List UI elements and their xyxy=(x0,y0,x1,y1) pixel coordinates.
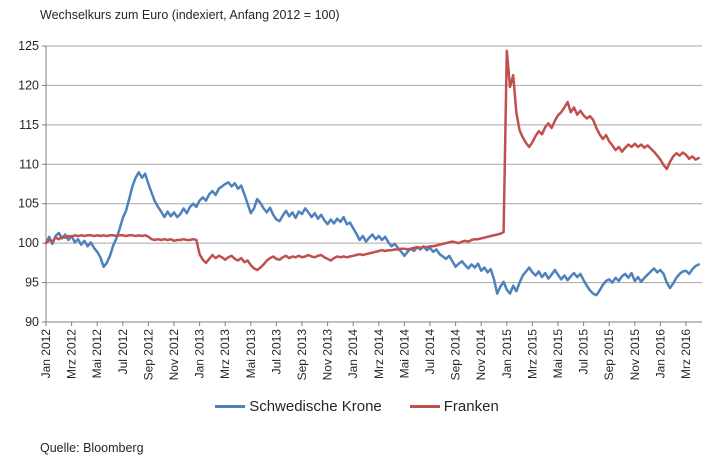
x-axis-label: Nov 2015 xyxy=(628,329,642,381)
x-axis-label: Nov 2012 xyxy=(167,329,181,381)
series-line-schwedische-krone xyxy=(44,170,701,297)
legend-label-franken: Franken xyxy=(443,398,499,415)
legend-line-schwedische-krone-icon xyxy=(215,405,246,408)
y-axis-label: 90 xyxy=(25,315,39,329)
x-axis-label: Mai 2012 xyxy=(90,329,104,379)
x-axis-label: Nov 2014 xyxy=(474,329,488,381)
x-axis-label: Mrz 2014 xyxy=(372,329,386,379)
source-note: Quelle: Bloomberg xyxy=(40,441,144,455)
x-axis-label: Mrz 2012 xyxy=(65,329,79,379)
x-axis-label: Jan 2015 xyxy=(500,329,514,379)
chart-title: Wechselkurs zum Euro (indexiert, Anfang … xyxy=(40,8,340,22)
legend-label-schwedische-krone: Schwedische Krone xyxy=(249,398,382,415)
x-axis-label: Jan 2016 xyxy=(653,329,667,379)
x-axis-label: Nov 2013 xyxy=(321,329,335,381)
series-line-franken xyxy=(44,49,701,272)
x-axis-label: Sep 2014 xyxy=(449,329,463,381)
y-axis-label: 115 xyxy=(19,118,39,132)
y-axis-label: 120 xyxy=(18,78,39,92)
x-axis-label: Mrz 2013 xyxy=(218,329,232,379)
x-axis-label: Sep 2012 xyxy=(141,329,155,381)
x-axis-label: Mai 2014 xyxy=(397,329,411,379)
y-axis-label: 125 xyxy=(18,39,39,53)
y-axis-label: 105 xyxy=(18,197,39,211)
x-axis-label: Jan 2013 xyxy=(193,329,207,379)
x-axis-label: Mrz 2016 xyxy=(679,329,693,379)
x-axis-label: Jul 2013 xyxy=(269,329,283,375)
y-axis-label: 110 xyxy=(19,157,39,171)
x-axis-label: Mai 2013 xyxy=(244,329,258,379)
x-axis-label: Jul 2014 xyxy=(423,329,437,375)
x-axis-label: Sep 2013 xyxy=(295,329,309,381)
x-axis-label: Jan 2012 xyxy=(39,329,53,379)
legend-item-schwedische-krone: Schwedische Krone xyxy=(215,398,382,415)
legend: Schwedische Krone Franken xyxy=(0,398,714,415)
x-axis-label: Jul 2012 xyxy=(116,329,130,375)
legend-item-franken: Franken xyxy=(409,398,499,415)
x-axis-label: Mrz 2015 xyxy=(525,329,539,379)
x-axis-label: Jan 2014 xyxy=(346,329,360,379)
x-axis-label: Sep 2015 xyxy=(602,329,616,381)
y-axis-label: 95 xyxy=(25,276,39,290)
x-axis-label: Mai 2015 xyxy=(551,329,565,379)
y-axis-label: 100 xyxy=(18,236,39,250)
legend-line-franken-icon xyxy=(409,405,440,408)
x-axis-label: Jul 2015 xyxy=(577,329,591,375)
plot-area: 90 95 100 105 110 115 120 125 Jan 2012 Mrz 2012 Ma… xyxy=(18,39,702,381)
